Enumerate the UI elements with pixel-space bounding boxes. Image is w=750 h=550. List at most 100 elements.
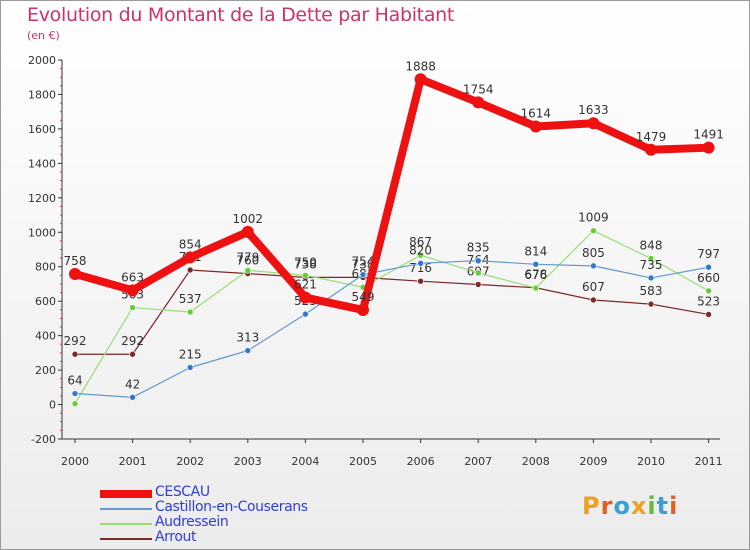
data-point xyxy=(71,350,79,358)
data-point xyxy=(532,261,540,268)
x-tick-label: 2004 xyxy=(291,455,319,468)
data-point xyxy=(474,269,482,277)
data-label: 215 xyxy=(179,348,202,362)
y-tick-label: 1400 xyxy=(28,157,56,170)
data-label: 835 xyxy=(467,241,490,255)
data-point xyxy=(645,143,657,156)
x-tick-label: 2005 xyxy=(349,455,377,468)
data-point xyxy=(472,96,485,109)
data-label: 750 xyxy=(294,255,317,269)
data-point xyxy=(414,73,427,86)
data-label: 814 xyxy=(524,244,547,258)
x-tick-label: 2011 xyxy=(695,455,723,468)
series-line-cescau xyxy=(71,75,713,314)
logo-letter: r xyxy=(600,492,614,520)
legend-swatch xyxy=(100,523,152,525)
series-line-arrout xyxy=(74,269,710,355)
data-label: 738 xyxy=(352,257,375,271)
data-point xyxy=(417,259,424,267)
x-tick-label: 2009 xyxy=(579,455,607,468)
x-tick-label: 2006 xyxy=(407,455,435,468)
data-point xyxy=(71,390,79,397)
logo-letter: x xyxy=(630,492,648,520)
data-label: 760 xyxy=(236,254,259,268)
x-tick-label: 2002 xyxy=(176,455,204,468)
data-label: 537 xyxy=(179,292,202,306)
x-tick-label: 2010 xyxy=(637,455,665,468)
data-point xyxy=(69,267,81,280)
data-label: 583 xyxy=(640,284,663,298)
legend-item: CESCAU xyxy=(100,484,360,501)
legend-item: Audressein xyxy=(100,514,360,531)
legend-label: Castillon-en-Couserans xyxy=(155,499,308,515)
data-label: 523 xyxy=(697,294,720,308)
data-label: 292 xyxy=(64,334,87,348)
legend-label: CESCAU xyxy=(155,484,210,500)
x-tick-label: 2001 xyxy=(119,455,147,468)
x-tick-label: 2003 xyxy=(234,455,262,468)
data-label: 820 xyxy=(409,243,432,257)
data-label: 1002 xyxy=(233,212,264,226)
data-label: 660 xyxy=(697,271,720,285)
y-tick-label: 1000 xyxy=(28,226,56,239)
data-label: 621 xyxy=(294,278,317,292)
legend-label: Arrout xyxy=(155,529,197,545)
data-label: 848 xyxy=(640,238,663,252)
data-point xyxy=(241,225,254,238)
chart-title: Evolution du Montant de la Dette par Hab… xyxy=(27,4,455,26)
data-point xyxy=(302,272,309,279)
data-label: 797 xyxy=(697,247,720,261)
data-point xyxy=(702,141,715,154)
data-label: 1888 xyxy=(405,59,436,73)
data-point xyxy=(647,274,655,282)
data-point xyxy=(244,267,252,274)
y-tick-label: 800 xyxy=(35,261,56,274)
data-label: 1754 xyxy=(463,82,494,96)
chart-subtitle: (en €) xyxy=(27,29,60,42)
data-label: 42 xyxy=(125,377,140,391)
x-tick-label: 2007 xyxy=(464,455,492,468)
legend-item: Arrout xyxy=(100,529,360,546)
data-point xyxy=(244,347,252,354)
data-label: 754 xyxy=(352,255,375,269)
data-point xyxy=(359,271,367,278)
y-tick-label: 1800 xyxy=(28,88,56,101)
data-label: 549 xyxy=(352,290,375,304)
data-label: 805 xyxy=(582,246,605,260)
data-label: 1614 xyxy=(521,106,552,120)
data-point xyxy=(705,263,712,271)
data-point xyxy=(186,266,194,274)
data-point xyxy=(417,277,424,285)
data-label: 758 xyxy=(64,254,87,268)
legend-swatch xyxy=(100,508,152,510)
data-point xyxy=(647,255,655,262)
data-label: 854 xyxy=(179,237,202,251)
data-point xyxy=(590,227,597,235)
data-point xyxy=(705,287,712,295)
data-label: 678 xyxy=(524,268,547,282)
line-chart: -200 0 200 400 600 800 1000 1200 1400 1600 1800 200… xyxy=(28,54,724,468)
data-point xyxy=(417,251,424,259)
data-label: 1633 xyxy=(578,103,609,117)
y-tick-label: 1600 xyxy=(28,123,56,136)
data-point xyxy=(129,350,136,358)
data-label: 313 xyxy=(236,331,259,345)
y-tick-label: 2000 xyxy=(28,54,56,67)
y-tick-label: 600 xyxy=(35,295,56,308)
data-label: 292 xyxy=(121,334,144,348)
data-label: 64 xyxy=(67,374,82,388)
data-point xyxy=(590,262,597,270)
logo-letter: o xyxy=(613,492,631,520)
data-label: 779 xyxy=(236,250,259,264)
data-label: 663 xyxy=(121,270,144,284)
data-label: 1009 xyxy=(578,211,609,225)
series-line-castillon-en-couserans xyxy=(74,260,710,398)
data-label: 676 xyxy=(524,268,547,282)
y-tick-label: 200 xyxy=(35,364,56,377)
data-point xyxy=(590,296,597,304)
logo-letter: P xyxy=(582,492,601,520)
data-point xyxy=(302,310,309,318)
data-point xyxy=(186,364,194,371)
data-point xyxy=(532,284,540,292)
data-point xyxy=(474,257,482,264)
